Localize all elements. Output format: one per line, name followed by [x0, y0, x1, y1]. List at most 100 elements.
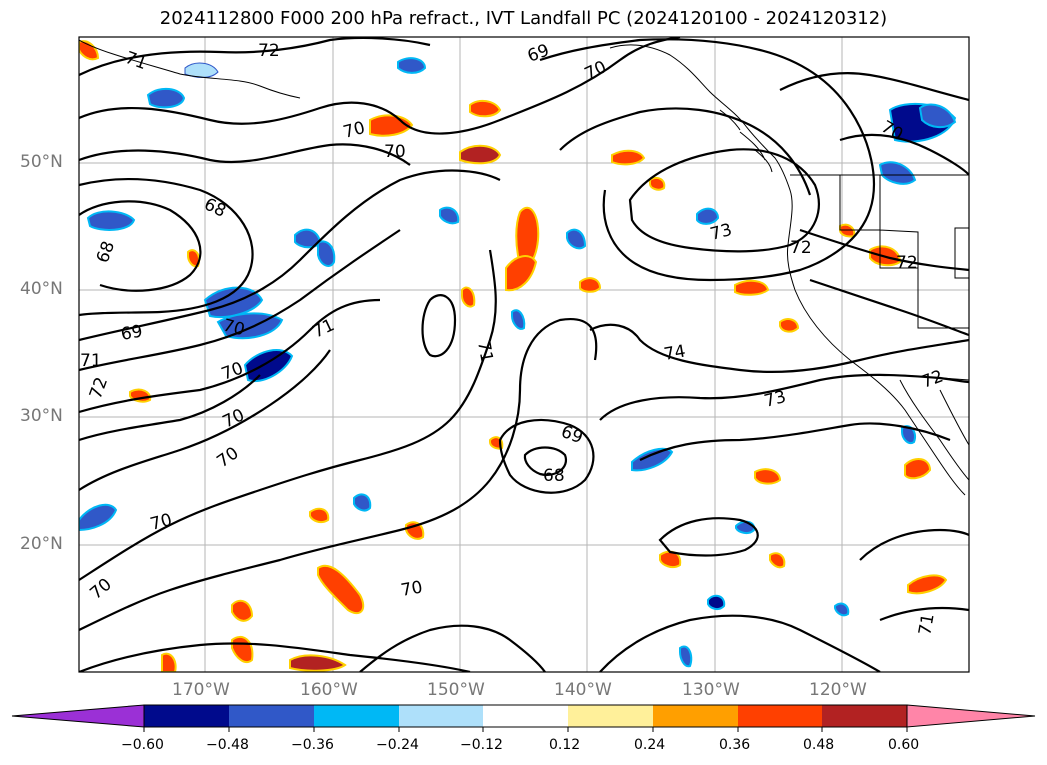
positive-patch — [317, 565, 365, 615]
contour-label: 71 — [473, 339, 496, 364]
lon-label-130w: 130°W — [682, 680, 740, 700]
negative-patch — [735, 520, 756, 535]
positive-patch — [734, 279, 770, 296]
colorbar-segment — [568, 705, 653, 727]
colorbar-tick-label: 0.60 — [888, 737, 920, 753]
coastline-alaska — [79, 39, 301, 99]
contour-line — [421, 294, 457, 358]
negative-patch — [679, 645, 693, 668]
baja-coast — [899, 379, 969, 481]
contour-line — [879, 606, 969, 622]
negative-anomaly-patches — [79, 57, 957, 668]
contour-line — [79, 229, 401, 372]
contour-label: 72 — [258, 41, 280, 61]
contour-line — [859, 528, 969, 561]
contour-line — [79, 317, 598, 631]
coastline-alaska-gulf — [609, 44, 966, 496]
contour-line — [658, 517, 759, 557]
lon-label-120w: 120°W — [809, 680, 867, 700]
negative-patch — [439, 206, 460, 225]
contour-line — [799, 228, 969, 272]
colorbar-tick-label: 0.36 — [719, 737, 751, 753]
contour-line — [559, 107, 812, 196]
contour-line — [79, 177, 254, 317]
lon-label-150w: 150°W — [427, 680, 485, 700]
colorbar-over-arrow — [906, 704, 1036, 728]
contour-label: 71 — [80, 351, 102, 371]
colorbar — [11, 704, 1036, 732]
positive-patch — [289, 654, 347, 672]
negative-patch — [243, 349, 294, 383]
contour-line — [359, 624, 546, 672]
contour-line — [79, 200, 202, 292]
negative-patch — [918, 103, 957, 128]
gridlines — [79, 37, 969, 672]
negative-patch — [631, 447, 674, 472]
border-states — [839, 175, 969, 329]
negative-patch — [696, 207, 720, 225]
positive-patch — [161, 652, 177, 672]
colorbar-segment — [314, 705, 399, 727]
negative-patch — [511, 309, 526, 330]
contour-label: 71 — [915, 612, 938, 637]
positive-patch — [649, 177, 666, 191]
contour-label: 72 — [896, 253, 918, 273]
lat-label-20n: 20°N — [20, 534, 63, 554]
positive-patch — [461, 286, 476, 308]
colorbar-segment — [738, 705, 822, 727]
contour-label: 74 — [662, 341, 687, 364]
lon-label-170w: 170°W — [172, 680, 230, 700]
contour-line — [79, 642, 471, 672]
colorbar-tick-label: 0.12 — [549, 737, 581, 753]
positive-patch — [839, 223, 856, 238]
contour-line — [498, 418, 595, 494]
contour-line — [79, 169, 501, 342]
colorbar-segment — [229, 705, 314, 727]
contour-line — [79, 37, 681, 135]
map-frame — [78, 36, 970, 673]
negative-patch — [707, 594, 726, 611]
negative-patch — [397, 57, 427, 74]
contour-line — [589, 323, 969, 374]
contour-line — [809, 278, 969, 337]
coastlines — [79, 39, 969, 496]
negative-patch — [878, 161, 917, 185]
positive-patch — [769, 552, 786, 569]
negative-patch — [79, 503, 118, 532]
colorbar-segment — [399, 705, 483, 727]
contour-line — [779, 72, 969, 102]
border-mexico-us — [899, 374, 969, 381]
lake-box — [954, 227, 969, 279]
colorbar-segment — [144, 705, 229, 727]
negative-patch — [86, 210, 136, 231]
positive-patch — [611, 149, 646, 166]
colorbar-segment — [653, 705, 738, 727]
contour-line — [79, 249, 497, 581]
contour-label: 70 — [384, 142, 406, 162]
contour-line — [79, 349, 331, 491]
contour-label: 72 — [790, 238, 812, 258]
contour-line — [79, 298, 381, 414]
lat-label-30n: 30°N — [20, 406, 63, 426]
positive-patch — [79, 40, 100, 61]
contour-line — [539, 38, 876, 282]
negative-patch — [834, 602, 850, 617]
colorbar-tick-label: −0.60 — [121, 737, 164, 753]
contour-line — [79, 37, 431, 76]
colorbar-tick-label: 0.48 — [803, 737, 835, 753]
colorbar-segment — [483, 705, 568, 727]
lat-label-50n: 50°N — [20, 152, 63, 172]
positive-patch — [779, 318, 800, 333]
contour-lines — [79, 37, 969, 672]
colorbar-ticks — [143, 727, 908, 732]
positive-patch — [505, 255, 538, 292]
positive-patch — [907, 574, 948, 595]
contour-label: 68 — [543, 466, 565, 486]
negative-patch — [566, 228, 587, 250]
colorbar-frame — [143, 704, 908, 728]
colorbar-tick-label: −0.24 — [376, 737, 419, 753]
positive-patch — [469, 99, 502, 118]
contour-line — [79, 143, 411, 166]
positive-patch — [904, 458, 932, 480]
